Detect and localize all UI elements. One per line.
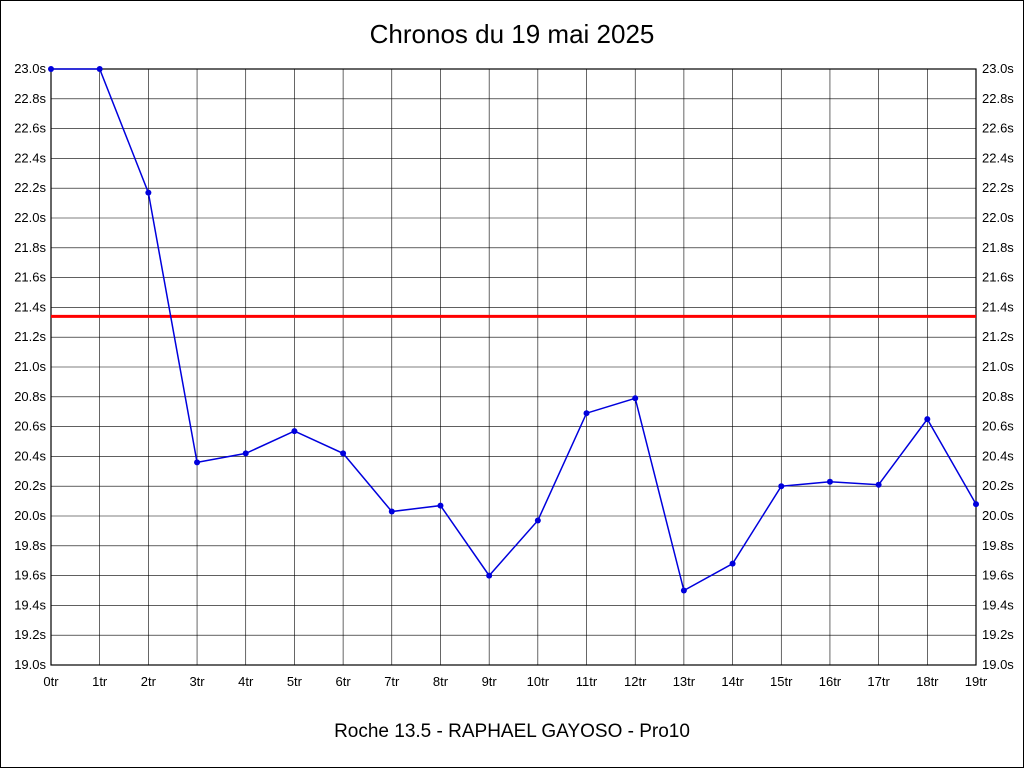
- x-tick-label: 16tr: [819, 674, 842, 689]
- y-tick-label-right: 19.6s: [982, 568, 1014, 583]
- y-tick-label-left: 21.8s: [14, 240, 46, 255]
- y-tick-label-right: 22.8s: [982, 91, 1014, 106]
- y-tick-label-left: 19.4s: [14, 597, 46, 612]
- data-point: [486, 572, 493, 579]
- y-tick-label-left: 19.8s: [14, 538, 46, 553]
- x-tick-label: 14tr: [721, 674, 744, 689]
- x-tick-label: 13tr: [673, 674, 696, 689]
- x-tick-label: 2tr: [141, 674, 157, 689]
- y-tick-label-right: 19.4s: [982, 597, 1014, 612]
- y-tick-label-left: 20.8s: [14, 389, 46, 404]
- data-point: [194, 459, 201, 466]
- y-tick-label-right: 20.2s: [982, 478, 1014, 493]
- y-tick-label-right: 21.6s: [982, 270, 1014, 285]
- x-tick-label: 10tr: [527, 674, 550, 689]
- y-tick-label-left: 23.0s: [14, 61, 46, 76]
- data-point: [534, 517, 541, 524]
- x-tick-label: 19tr: [965, 674, 988, 689]
- data-point: [242, 450, 249, 457]
- data-point: [973, 501, 979, 508]
- y-tick-label-left: 20.4s: [14, 448, 46, 463]
- data-point: [291, 428, 298, 435]
- data-point: [340, 450, 347, 457]
- y-tick-label-left: 21.6s: [14, 270, 46, 285]
- data-point: [826, 478, 833, 485]
- y-tick-label-left: 19.2s: [14, 627, 46, 642]
- y-tick-label-right: 19.0s: [982, 657, 1014, 672]
- y-tick-label-right: 19.2s: [982, 627, 1014, 642]
- x-tick-label: 7tr: [384, 674, 400, 689]
- x-tick-label: 11tr: [576, 674, 598, 689]
- x-tick-label: 6tr: [336, 674, 352, 689]
- y-tick-label-right: 22.2s: [982, 180, 1014, 195]
- y-tick-label-right: 19.8s: [982, 538, 1014, 553]
- y-tick-label-left: 21.2s: [14, 329, 46, 344]
- y-tick-label-left: 21.0s: [14, 359, 46, 374]
- series-line: [51, 68, 977, 592]
- chart-caption: Roche 13.5 - RAPHAEL GAYOSO - Pro10: [334, 721, 690, 742]
- x-tick-label: 3tr: [189, 674, 205, 689]
- y-tick-label-left: 22.4s: [14, 150, 46, 165]
- plot-frame: [50, 68, 977, 666]
- y-tick-label-right: 22.0s: [982, 210, 1014, 225]
- y-tick-label-right: 20.0s: [982, 508, 1014, 523]
- y-tick-label-right: 21.4s: [982, 299, 1014, 314]
- data-point: [778, 483, 785, 490]
- y-tick-label-right: 22.4s: [982, 150, 1014, 165]
- y-tick-label-left: 19.6s: [14, 568, 46, 583]
- x-tick-label: 5tr: [287, 674, 303, 689]
- chart-title: Chronos du 19 mai 2025: [369, 19, 655, 49]
- data-point: [680, 587, 687, 594]
- data-point: [632, 395, 639, 402]
- x-tick-label: 0tr: [43, 674, 59, 689]
- x-tick-label: 1tr: [92, 674, 108, 689]
- x-tick-label: 12tr: [624, 674, 647, 689]
- x-tick-label: 9tr: [482, 674, 498, 689]
- data-point: [388, 508, 395, 515]
- y-tick-label-right: 22.6s: [982, 121, 1014, 136]
- y-tick-label-left: 22.6s: [14, 121, 46, 136]
- x-tick-label: 18tr: [916, 674, 939, 689]
- y-tick-label-right: 20.6s: [982, 419, 1014, 434]
- x-tick-label: 8tr: [433, 674, 449, 689]
- data-point: [875, 481, 882, 488]
- data-point: [437, 502, 444, 509]
- y-tick-label-right: 23.0s: [982, 61, 1014, 76]
- y-tick-label-right: 20.8s: [982, 389, 1014, 404]
- y-tick-label-left: 20.6s: [14, 419, 46, 434]
- x-tick-label: 4tr: [238, 674, 254, 689]
- x-tick-label: 15tr: [770, 674, 793, 689]
- y-tick-label-right: 20.4s: [982, 448, 1014, 463]
- y-tick-label-left: 20.0s: [14, 508, 46, 523]
- data-point: [145, 189, 152, 196]
- y-tick-label-right: 21.2s: [982, 329, 1014, 344]
- y-tick-label-left: 22.8s: [14, 91, 46, 106]
- y-tick-label-left: 22.2s: [14, 180, 46, 195]
- data-point: [48, 66, 54, 72]
- data-point: [729, 560, 736, 567]
- y-tick-label-left: 22.0s: [14, 210, 46, 225]
- x-tick-label: 17tr: [867, 674, 890, 689]
- y-tick-label-left: 20.2s: [14, 478, 46, 493]
- y-tick-label-left: 21.4s: [14, 299, 46, 314]
- y-tick-label-left: 19.0s: [14, 657, 46, 672]
- data-point: [924, 416, 931, 423]
- data-point: [96, 66, 103, 72]
- y-tick-label-right: 21.0s: [982, 359, 1014, 374]
- y-tick-label-right: 21.8s: [982, 240, 1014, 255]
- data-point: [583, 410, 590, 417]
